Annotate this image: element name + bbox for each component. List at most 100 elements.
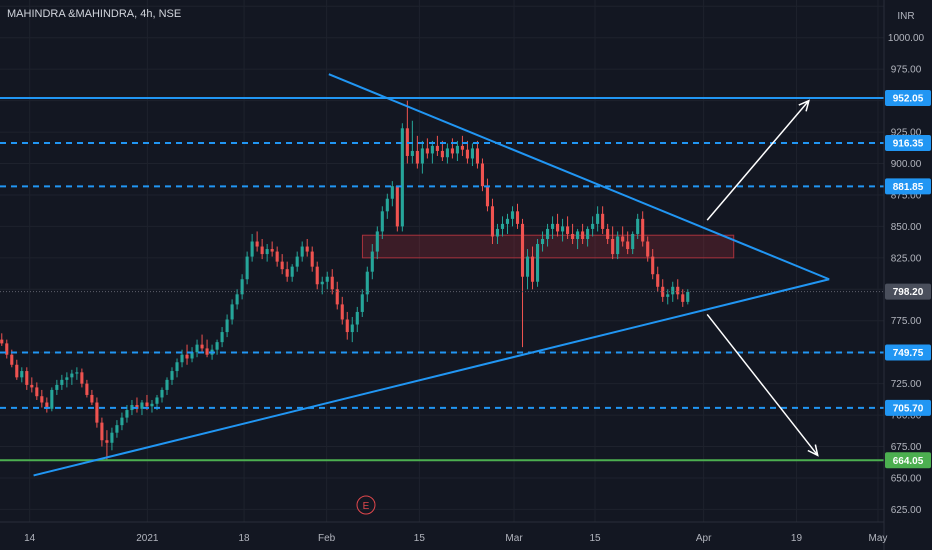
candle-body xyxy=(485,186,490,207)
candle-body xyxy=(75,372,79,374)
candle-body xyxy=(30,384,34,388)
candle-body xyxy=(215,342,219,350)
candle-body xyxy=(140,402,144,409)
trendline-drawings[interactable] xyxy=(33,73,830,477)
price-badge[interactable] xyxy=(885,90,931,107)
price-badge[interactable] xyxy=(885,134,931,151)
candle-body xyxy=(520,223,525,277)
candle-body xyxy=(490,206,495,237)
price-badge-label: 749.75 xyxy=(893,348,924,359)
price-badge[interactable] xyxy=(885,399,931,416)
candle-body xyxy=(390,186,394,199)
candle-body xyxy=(275,251,279,262)
time-tick-label: Mar xyxy=(505,533,523,544)
currency-label: INR xyxy=(897,11,914,22)
candle-body xyxy=(35,387,39,397)
projection-arrow-line[interactable] xyxy=(706,313,819,456)
price-badge-label: 916.35 xyxy=(893,138,924,149)
price-tick-label: 625.00 xyxy=(891,505,922,516)
candle-body xyxy=(641,218,645,242)
candle-body xyxy=(395,186,399,227)
candle-body xyxy=(591,223,595,229)
price-tick-label: 850.00 xyxy=(891,222,922,233)
candle-body xyxy=(370,251,374,272)
price-badge[interactable] xyxy=(885,178,931,195)
candle-body xyxy=(480,163,485,187)
candle-body xyxy=(465,149,469,159)
candle-body xyxy=(415,150,419,164)
candle-body xyxy=(90,394,94,403)
candle-body xyxy=(160,389,164,398)
candle-body xyxy=(360,294,364,312)
candle-body xyxy=(245,256,249,280)
candle-body xyxy=(495,228,500,237)
candle-body xyxy=(500,223,505,229)
candle-body xyxy=(135,405,139,409)
candle-body xyxy=(651,256,655,275)
candle-body xyxy=(40,396,44,403)
candle-body xyxy=(636,218,640,234)
time-tick-label: May xyxy=(869,533,888,544)
candle-body xyxy=(225,319,229,333)
price-tick-label: 675.00 xyxy=(891,442,922,453)
candle-body xyxy=(45,402,49,409)
candle-body xyxy=(621,236,625,242)
price-tick-label: 975.00 xyxy=(891,65,922,76)
candle-body xyxy=(666,294,670,297)
candle-body xyxy=(551,223,555,229)
candle-body xyxy=(205,348,209,355)
candle-body xyxy=(385,198,389,212)
price-badge[interactable] xyxy=(885,344,931,361)
candle-body xyxy=(120,417,124,426)
candle-body xyxy=(285,269,289,277)
candle-body xyxy=(230,304,234,320)
candle-body xyxy=(445,148,449,158)
horizontal-levels[interactable] xyxy=(0,97,884,462)
candle-body xyxy=(60,379,64,385)
candle-body xyxy=(510,211,515,219)
candle-body xyxy=(145,402,149,407)
time-tick-label: 19 xyxy=(791,533,803,544)
candle-body xyxy=(280,261,284,270)
candle-body xyxy=(235,294,239,305)
candle-body xyxy=(50,389,54,409)
upper-trendline[interactable] xyxy=(328,73,830,281)
projection-arrow-line[interactable] xyxy=(706,100,810,221)
time-tick-label: Apr xyxy=(696,533,712,544)
candle-body xyxy=(646,241,650,257)
price-badge[interactable] xyxy=(885,283,931,300)
earnings-event-marker[interactable]: E xyxy=(356,495,376,515)
candle-body xyxy=(150,403,154,407)
candle-body xyxy=(125,410,129,418)
candle-body xyxy=(15,364,19,378)
price-badge-label: 798.20 xyxy=(893,287,924,298)
candle-body xyxy=(455,145,459,154)
price-tick-label: 900.00 xyxy=(891,159,922,170)
candle-body xyxy=(5,343,9,355)
candle-body xyxy=(185,354,189,359)
price-badge-label: 952.05 xyxy=(893,94,924,105)
candle-body xyxy=(190,352,194,359)
candle-body xyxy=(250,241,254,257)
lower-trendline[interactable] xyxy=(33,278,830,477)
price-badge[interactable] xyxy=(885,452,931,469)
candle-body xyxy=(345,319,349,333)
candle-body xyxy=(355,311,359,325)
candle-body xyxy=(576,231,580,239)
candle-body xyxy=(616,236,620,255)
candle-body xyxy=(0,339,4,344)
chart-title: MAHINDRA &MAHINDRA, 4h, NSE xyxy=(7,8,181,20)
candle-body xyxy=(611,238,615,255)
candle-body xyxy=(20,371,24,378)
candle-body xyxy=(260,246,264,255)
candle-body xyxy=(270,249,274,252)
projection-arrow-head xyxy=(807,444,819,457)
candle-body xyxy=(470,148,474,159)
candle-body xyxy=(200,344,204,349)
candle-body xyxy=(440,150,444,158)
candle-body xyxy=(195,344,199,353)
price-tick-label: 925.00 xyxy=(891,128,922,139)
candle-body xyxy=(115,425,119,433)
candle-body xyxy=(80,372,84,384)
